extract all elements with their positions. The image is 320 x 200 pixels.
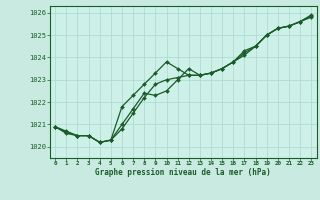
X-axis label: Graphe pression niveau de la mer (hPa): Graphe pression niveau de la mer (hPa) (95, 168, 271, 177)
